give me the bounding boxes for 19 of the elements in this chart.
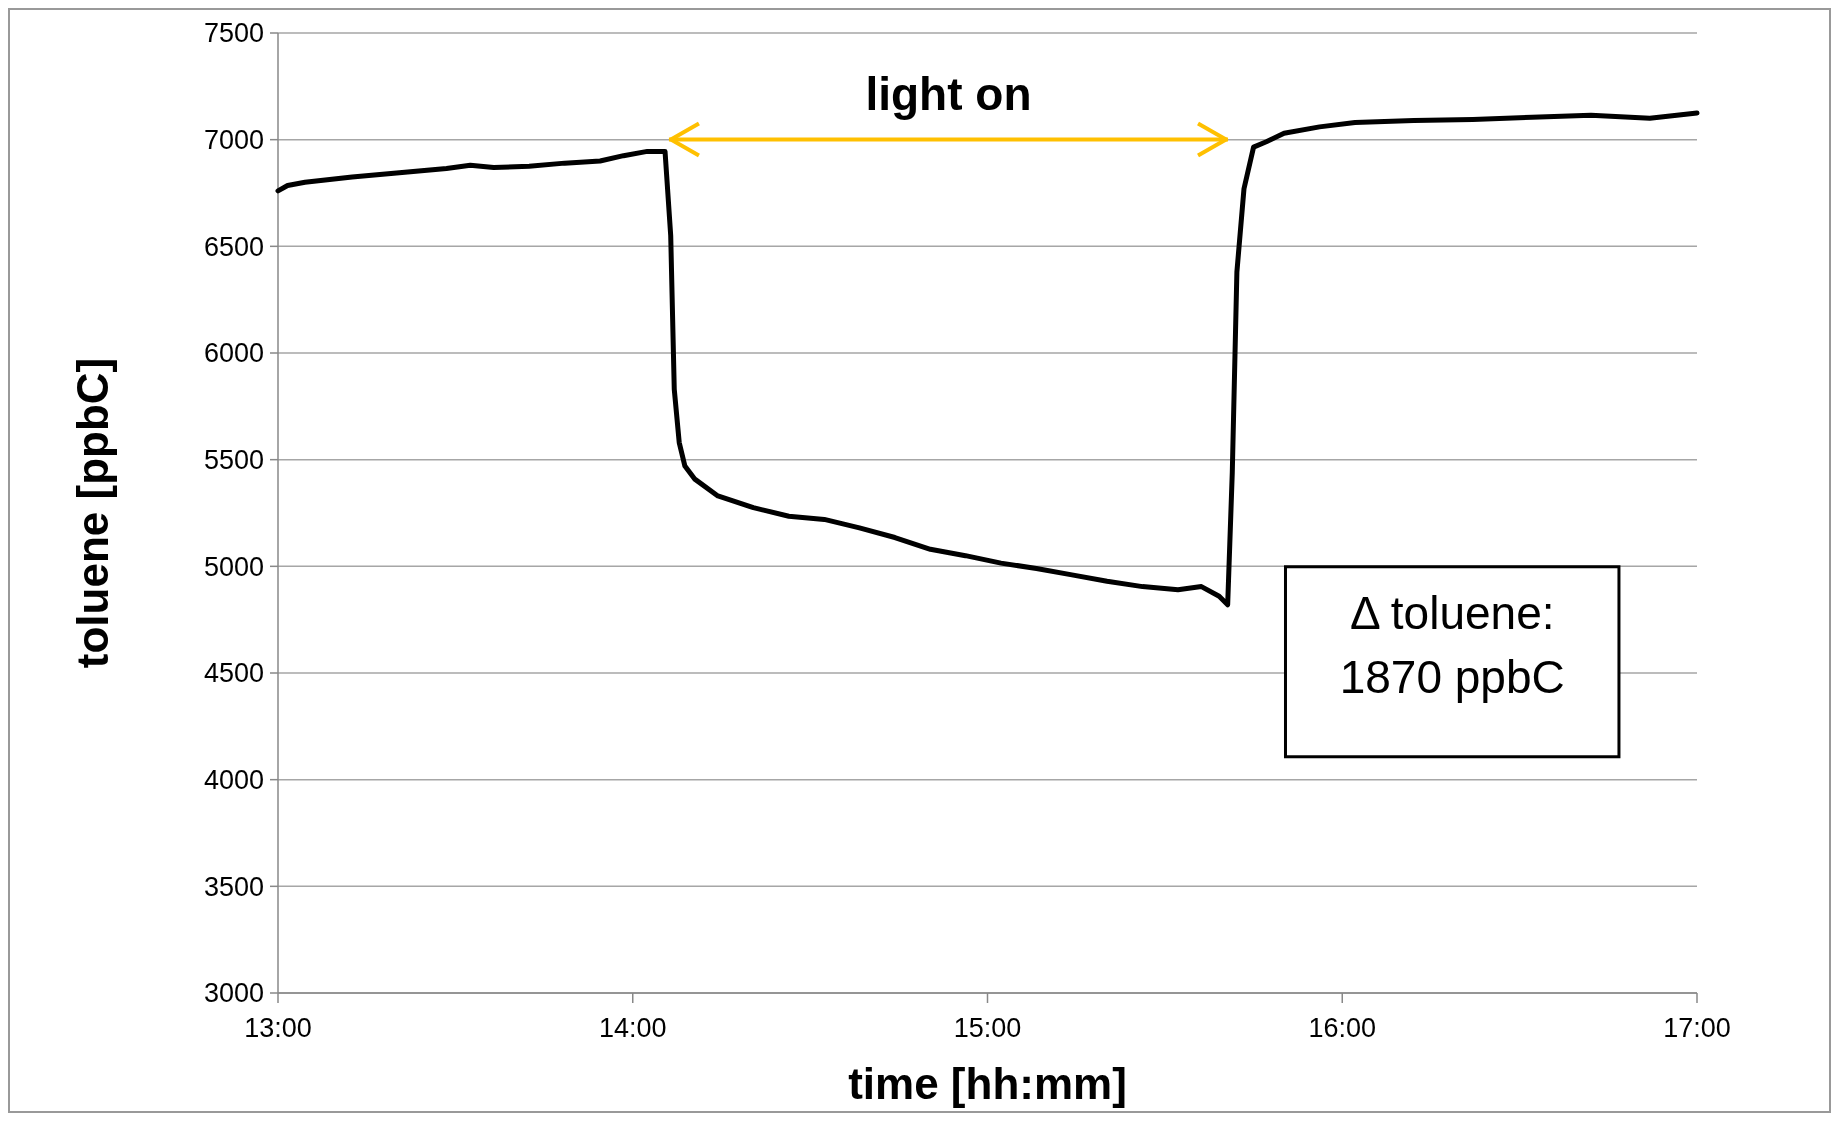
- y-tick-label: 3500: [203, 871, 264, 902]
- y-tick-label: 4500: [203, 658, 264, 689]
- y-tick-label: 6500: [203, 231, 264, 262]
- x-tick-label: 16:00: [1308, 1013, 1377, 1043]
- y-tick-label: 7500: [203, 18, 264, 49]
- x-tick-label: 14:00: [598, 1013, 667, 1043]
- x-tick-label: 13:00: [244, 1013, 312, 1043]
- y-tick-label: 7000: [203, 125, 264, 156]
- y-tick-label: 3000: [203, 978, 264, 1009]
- y-tick-label: 5500: [203, 445, 264, 476]
- x-tick-label: 17:00: [1663, 1013, 1731, 1043]
- annotation: Δ toluene: 1870 ppbC: [1339, 586, 1565, 703]
- x-tick-label: 15:00: [953, 1013, 1022, 1043]
- y-tick-label: 5000: [203, 551, 264, 582]
- y-tick-label: 6000: [203, 338, 264, 369]
- annotation: light on: [865, 67, 1032, 120]
- x-axis-title: time [hh:mm]: [848, 1059, 1127, 1108]
- y-tick-label: 4000: [203, 765, 264, 796]
- y-axis-title: toluene [ppbC]: [68, 357, 117, 669]
